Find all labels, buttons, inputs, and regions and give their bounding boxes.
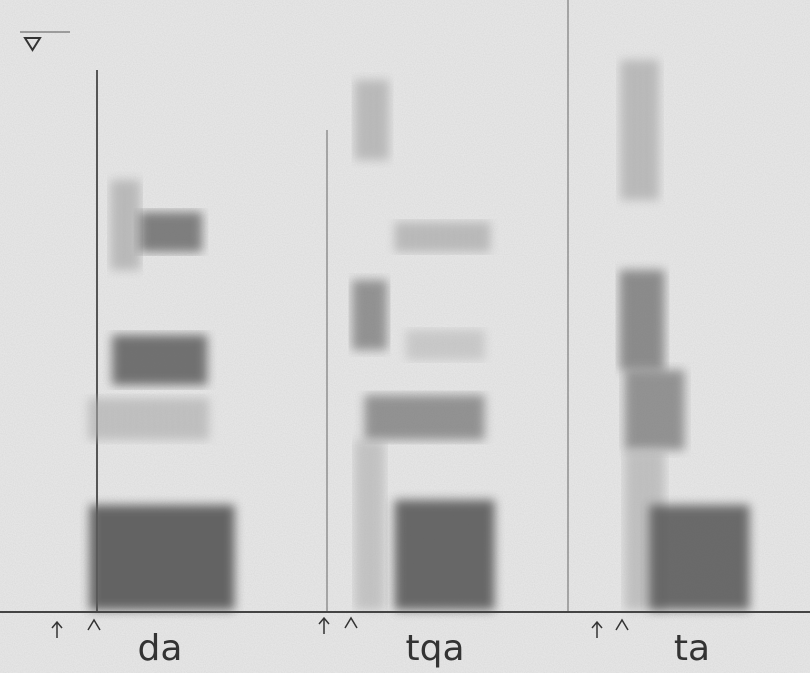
syllable-tqa: [326, 80, 495, 612]
syllable-label: tqa: [405, 628, 464, 669]
syllable-da: [88, 70, 235, 612]
syllable-label: ta: [674, 628, 710, 669]
syllable-label: da: [138, 628, 183, 669]
syllable-ta: [567, 0, 750, 612]
onset-markers: [51, 616, 629, 638]
marker-triangle: [23, 37, 42, 52]
